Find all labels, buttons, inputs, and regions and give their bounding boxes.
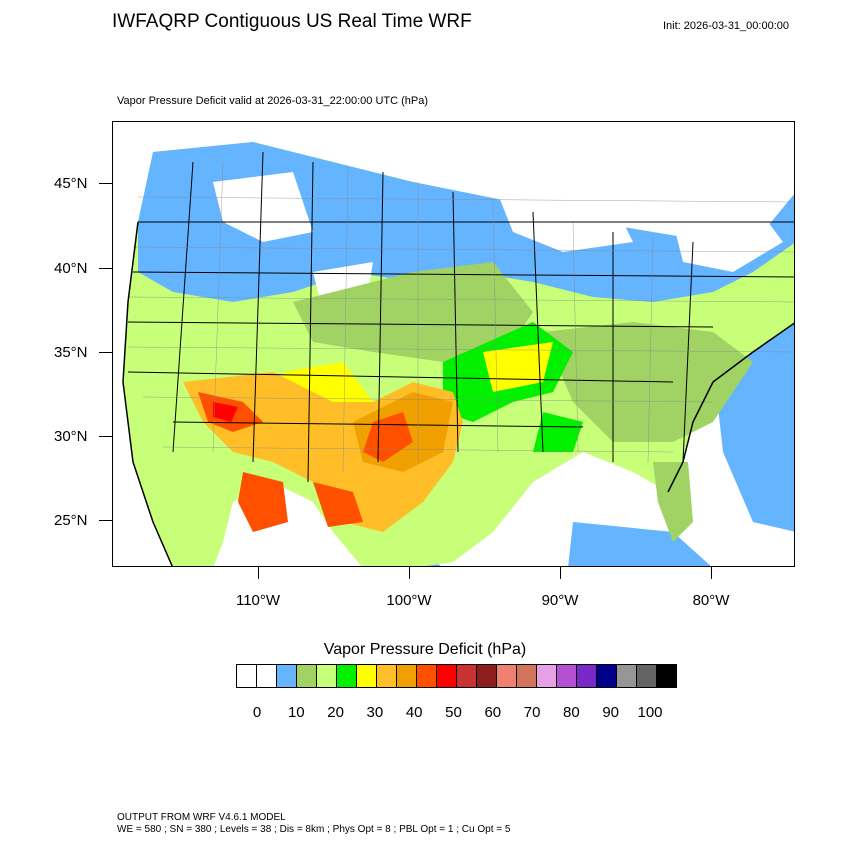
colorbar-swatch [336,664,357,688]
colorbar-tick-label: 10 [287,704,305,721]
colorbar-tick-label: 40 [405,704,423,721]
lat-tick [99,268,112,269]
colorbar-swatch [376,664,397,688]
lon-label-90: 90°W [541,592,579,609]
colorbar-swatch [496,664,517,688]
colorbar-tick-label: 100 [637,704,663,721]
colorbar-swatch [436,664,457,688]
colorbar-swatch [636,664,657,688]
colorbar-tick-label: 50 [445,704,462,721]
lon-tick [711,567,712,579]
colorbar-swatch [476,664,497,688]
lat-tick [99,436,112,437]
colorbar-swatch [556,664,577,688]
lat-tick [99,520,112,521]
colorbar-tick-label: 0 [252,704,262,721]
colorbar-tick-label: 80 [563,704,580,721]
colorbar-swatch [516,664,537,688]
colorbar-swatch [656,664,677,688]
lon-label-100: 100°W [386,592,432,609]
colorbar-swatch [456,664,477,688]
map-subtitle: Vapor Pressure Deficit valid at 2026-03-… [117,95,429,107]
vpd-map-image [113,122,794,566]
lat-label-25: 25°N [54,512,88,529]
colorbar-swatch [616,664,637,688]
lat-label-45: 45°N [54,175,88,192]
colorbar-tick-label: 90 [602,704,620,721]
colorbar [236,664,677,688]
colorbar-swatch [276,664,297,688]
lon-tick [409,567,410,579]
colorbar-swatch [596,664,617,688]
lat-tick [99,352,112,353]
colorbar-swatch [236,664,257,688]
colorbar-swatch [536,664,557,688]
page-title: IWFAQRP Contiguous US Real Time WRF [112,11,472,32]
lat-label-35: 35°N [54,344,88,361]
colorbar-tick-label: 20 [327,704,344,721]
colorbar-tick-label: 60 [484,704,502,721]
lon-label-110: 110°W [235,592,281,609]
lon-tick [560,567,561,579]
init-time-label: Init: 2026-03-31_00:00:00 [663,20,789,32]
lon-label-80: 80°W [692,592,730,609]
lat-label-30: 30°N [54,428,88,445]
model-info-line2: WE = 580 ; SN = 380 ; Levels = 38 ; Dis … [117,824,511,835]
colorbar-swatch [396,664,417,688]
lat-tick [99,183,112,184]
colorbar-swatch [316,664,337,688]
map-panel [112,121,795,567]
colorbar-swatch [576,664,597,688]
colorbar-title: Vapor Pressure Deficit (hPa) [323,641,527,658]
model-info-line1: OUTPUT FROM WRF V4.6.1 MODEL [117,812,286,823]
colorbar-tick-label: 30 [366,704,384,721]
colorbar-swatch [296,664,317,688]
colorbar-swatch [416,664,437,688]
lat-label-40: 40°N [54,260,88,277]
colorbar-swatch [356,664,377,688]
colorbar-swatch [256,664,277,688]
lon-tick [258,567,259,579]
colorbar-tick-label: 70 [523,704,541,721]
